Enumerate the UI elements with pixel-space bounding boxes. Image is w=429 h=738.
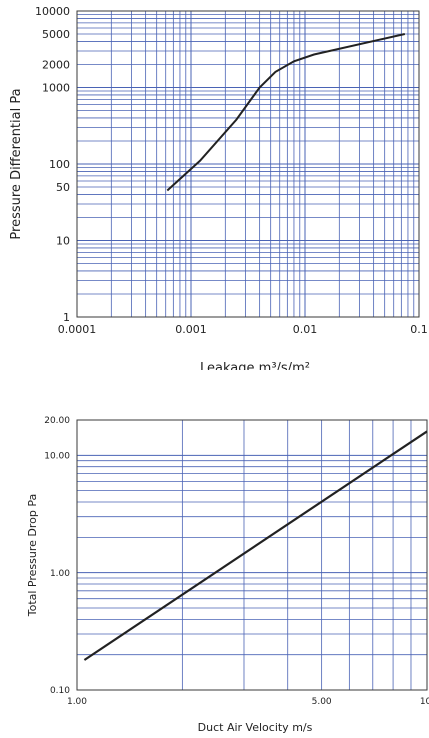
- y-tick-label: 1: [63, 311, 70, 324]
- chart-leakage-ylabel: Pressure Differential Pa: [9, 88, 24, 239]
- x-tick-label: 1.00: [67, 697, 87, 707]
- y-tick-label: 10: [56, 234, 70, 247]
- y-tick-label: 100: [49, 158, 70, 171]
- y-tick-label: 50: [56, 181, 70, 194]
- chart-pressure-drop-grid: [76, 419, 428, 691]
- x-tick-label: 0.1: [410, 323, 428, 336]
- chart-leakage: 0.0001 0.001 0.01 0.1 1 10 50 100 1000 2000 5000 10…: [9, 5, 428, 370]
- chart-leakage-series-line: [166, 33, 406, 192]
- y-tick-label: 1000: [42, 81, 70, 94]
- y-tick-label: 2000: [42, 58, 70, 71]
- y-tick-label: 1.00: [50, 569, 70, 579]
- chart-pressure-drop-ylabel: Total Pressure Drop Pa: [26, 494, 39, 618]
- x-tick-label: 5.00: [312, 697, 332, 707]
- x-tick-label: 10.: [420, 697, 429, 707]
- chart-leakage-frame: [76, 10, 420, 318]
- x-tick-label: 0.01: [293, 323, 318, 336]
- y-tick-label: 0.10: [50, 686, 70, 696]
- y-tick-label: 10000: [35, 5, 70, 18]
- chart-pressure-drop-series-line: [83, 430, 428, 661]
- x-tick-label: 0.001: [175, 323, 207, 336]
- chart-pressure-drop-xlabel: Duct Air Velocity m/s: [198, 721, 313, 734]
- x-tick-label: 0.0001: [58, 323, 97, 336]
- chart-leakage-grid: [76, 10, 420, 318]
- y-tick-label: 20.00: [44, 416, 70, 426]
- y-tick-label: 10.00: [44, 451, 70, 461]
- y-tick-label: 5000: [42, 28, 70, 41]
- chart-leakage-xlabel: Leakage m³/s/m²: [200, 361, 310, 370]
- chart-pressure-drop-frame: [76, 419, 428, 691]
